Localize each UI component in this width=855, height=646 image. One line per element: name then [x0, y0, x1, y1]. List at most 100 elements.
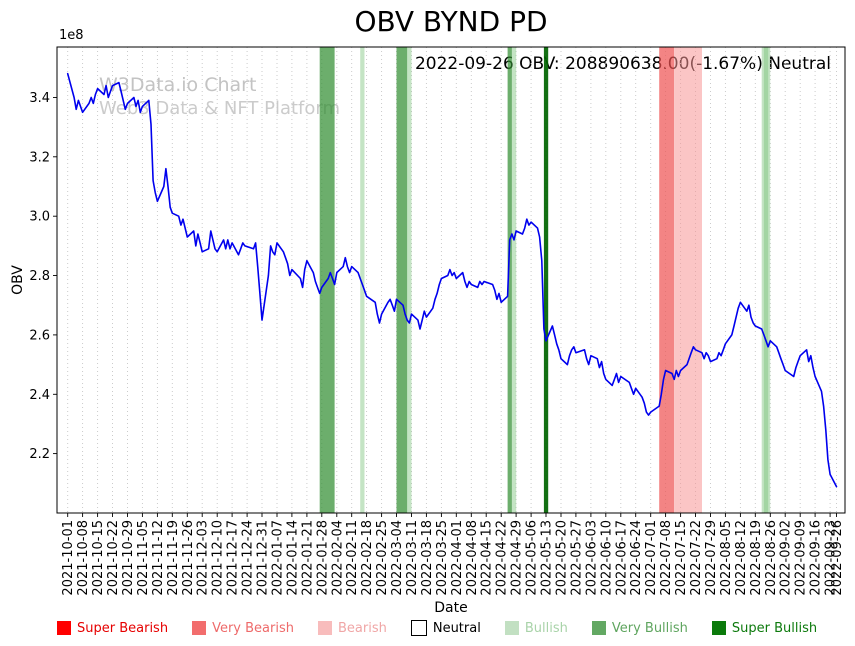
- signal-band-bullish: [360, 47, 365, 513]
- x-tick-label: 2021-10-29: [121, 520, 136, 596]
- x-tick-label: 2022-06-24: [629, 520, 644, 596]
- x-tick-label: 2022-09-02: [779, 520, 794, 596]
- x-tick-label: 2022-07-08: [659, 520, 674, 596]
- x-tick-label: 2022-02-04: [330, 520, 345, 596]
- signal-band-very-bullish: [507, 47, 512, 513]
- signal-band-bearish: [674, 47, 702, 513]
- x-tick-label: 2021-12-10: [211, 520, 226, 596]
- y-tick-label: 2.6: [29, 328, 50, 343]
- legend-item-very-bearish: Very Bearish: [192, 621, 294, 636]
- x-tick-label: 2022-08-12: [734, 520, 749, 596]
- x-tick-label: 2022-02-25: [375, 520, 390, 596]
- legend-item-bearish: Bearish: [317, 620, 387, 636]
- x-tick-label: 2022-05-06: [525, 520, 540, 596]
- x-tick-label: 2022-05-27: [569, 520, 584, 596]
- x-tick-label: 2022-07-29: [704, 520, 719, 596]
- x-tick-label: 2021-11-12: [151, 520, 166, 596]
- legend-swatch: [317, 621, 332, 635]
- x-tick-label: 2021-10-22: [106, 520, 121, 596]
- legend-item-very-bullish: Very Bullish: [591, 620, 688, 636]
- signal-band-super-bullish: [543, 47, 549, 513]
- legend-item-bullish: Bullish: [504, 620, 568, 636]
- y-tick-label: 2.2: [29, 447, 50, 462]
- x-tick-label: 2022-05-13: [540, 520, 555, 596]
- x-tick-label: 2021-10-08: [76, 520, 91, 596]
- y-tick-label: 2.4: [29, 388, 50, 403]
- legend-item-super-bearish: Super Bearish: [57, 621, 168, 636]
- legend-swatch: [57, 621, 71, 635]
- legend-label: Very Bearish: [212, 620, 294, 636]
- legend-label: Bearish: [337, 620, 387, 636]
- y-tick-label: 3.2: [29, 150, 50, 165]
- legend-swatch: [504, 621, 519, 635]
- signal-band-very-bearish: [659, 47, 675, 513]
- x-tick-label: 2021-11-05: [136, 520, 151, 596]
- x-tick-label: 2022-07-01: [644, 520, 659, 596]
- x-tick-label: 2022-01-21: [300, 520, 315, 596]
- legend-swatch: [192, 621, 207, 635]
- y-axis-offset-label: 1e8: [59, 28, 84, 43]
- x-tick-label: 2021-12-24: [241, 520, 256, 596]
- signal-band-bullish: [763, 47, 769, 513]
- x-tick-label: 2021-11-26: [181, 520, 196, 596]
- legend-item-super-bullish: Super Bullish: [711, 620, 818, 636]
- signal-legend: Super Bearish Very Bearish Bearish Neutral B…: [57, 620, 817, 636]
- signal-band-bullish: [511, 47, 517, 513]
- x-tick-label: 2022-04-08: [465, 520, 480, 596]
- signal-band-very-bullish: [396, 47, 408, 513]
- x-axis-label: Date: [434, 600, 468, 616]
- x-tick-label: 2022-06-17: [614, 520, 629, 596]
- legend-swatch: [410, 620, 427, 636]
- x-tick-label: 2022-06-10: [599, 520, 614, 596]
- x-tick-label: 2022-09-16: [809, 520, 824, 596]
- x-tick-label: 2022-04-15: [480, 520, 495, 596]
- x-tick-label: 2022-04-01: [450, 520, 465, 596]
- x-tick-label: 2022-08-26: [764, 520, 779, 596]
- x-tick-label: 2021-10-01: [61, 520, 76, 596]
- x-tick-label: 2022-07-15: [674, 520, 689, 596]
- latest-value-annotation: 2022-09-26 OBV: 208890638.00(-1.67%) Neu…: [414, 54, 831, 74]
- y-tick-label: 3.4: [29, 91, 50, 106]
- x-tick-label: 2022-03-18: [420, 520, 435, 596]
- x-tick-label: 2022-09-09: [794, 520, 809, 596]
- x-tick-label: 2022-09-26: [830, 520, 845, 596]
- legend-swatch: [591, 621, 606, 635]
- legend-label: Very Bullish: [611, 620, 688, 636]
- legend-item-neutral: Neutral: [410, 620, 481, 636]
- x-tick-label: 2022-09-23: [824, 520, 839, 596]
- legend-label: Super Bullish: [731, 620, 818, 636]
- y-tick-label: 2.8: [29, 269, 50, 284]
- obv-line: [66, 72, 838, 488]
- x-tick-label: 2022-04-22: [495, 520, 510, 596]
- x-tick-label: 2022-03-04: [390, 520, 405, 596]
- x-tick-label: 2022-03-11: [405, 520, 420, 596]
- x-tick-label: 2021-12-17: [226, 520, 241, 596]
- plot-frame: [56, 46, 846, 514]
- x-tick-label: 2022-02-18: [360, 520, 375, 596]
- x-tick-label: 2022-06-03: [584, 520, 599, 596]
- x-tick-label: 2022-08-05: [719, 520, 734, 596]
- x-tick-label: 2022-05-20: [555, 520, 570, 596]
- x-tick-label: 2021-10-15: [91, 520, 106, 596]
- y-tick-label: 3.0: [29, 210, 50, 225]
- signal-band-bullish: [761, 47, 771, 513]
- legend-label: Bullish: [524, 620, 568, 636]
- x-tick-label: 2022-01-07: [271, 520, 286, 596]
- x-tick-label: 2021-12-03: [196, 520, 211, 596]
- y-axis-label: OBV: [10, 265, 26, 295]
- x-tick-label: 2021-12-31: [256, 520, 271, 596]
- x-tick-label: 2022-01-28: [315, 520, 330, 596]
- x-tick-label: 2022-08-19: [749, 520, 764, 596]
- x-tick-label: 2022-07-22: [689, 520, 704, 596]
- legend-swatch: [711, 621, 726, 635]
- chart-title: OBV BYND PD: [354, 5, 548, 38]
- legend-label: Super Bearish: [77, 620, 169, 636]
- x-tick-label: 2022-03-25: [435, 520, 450, 596]
- signal-band-bullish: [407, 47, 412, 513]
- legend-label: Neutral: [432, 620, 481, 636]
- x-tick-label: 2021-11-19: [166, 520, 181, 596]
- x-tick-label: 2022-04-29: [510, 520, 525, 596]
- x-tick-label: 2022-01-14: [285, 520, 300, 596]
- x-tick-label: 2022-02-11: [345, 520, 360, 596]
